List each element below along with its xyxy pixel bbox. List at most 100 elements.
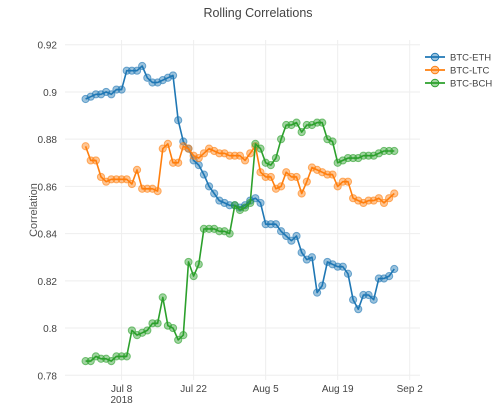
y-axis-label: Correlation [28, 183, 40, 237]
data-point [256, 198, 265, 208]
data-point [390, 189, 399, 198]
data-point [328, 137, 337, 146]
data-point [81, 142, 90, 151]
y-tick-label: 0.86 [38, 182, 58, 193]
data-point [158, 144, 167, 153]
data-point [153, 187, 162, 196]
data-point [117, 85, 126, 94]
data-point [240, 156, 250, 165]
data-point [276, 182, 286, 191]
data-point [230, 201, 239, 210]
data-point [240, 203, 250, 212]
data-point [297, 189, 306, 198]
data-point [374, 194, 383, 203]
data-point [184, 257, 193, 267]
series-btc-ltc [81, 139, 399, 208]
legend[interactable]: BTC-ETH BTC-LTC BTC-BCH [425, 53, 492, 90]
data-point [174, 158, 183, 167]
data-point [168, 323, 178, 333]
data-point [86, 357, 95, 366]
y-tick-label: 0.78 [38, 371, 58, 382]
y-tick-label: 0.9 [43, 88, 57, 99]
data-point [127, 179, 136, 189]
y-tick-label: 0.92 [38, 41, 58, 52]
data-point [91, 156, 100, 165]
data-point [266, 161, 275, 170]
data-point [122, 352, 131, 361]
data-point [210, 189, 219, 198]
gridlines [65, 40, 420, 380]
data-point [271, 153, 281, 163]
data-point [132, 66, 142, 75]
data-point [235, 151, 245, 160]
series-line-btc-bch [85, 121, 395, 362]
data-point [158, 293, 167, 302]
data-point [292, 231, 301, 241]
legend-item-btc-ltc[interactable]: BTC-LTC [425, 66, 490, 77]
chart-title: Rolling Correlations [203, 6, 312, 20]
data-point [282, 168, 291, 177]
data-point [256, 168, 265, 177]
series-layer [81, 61, 399, 366]
data-point [287, 236, 296, 245]
data-point [143, 73, 152, 82]
x-tick-label: Jul 22 [180, 384, 207, 395]
x-tick-label: Aug 5 [253, 384, 280, 395]
legend-swatch-marker [430, 52, 440, 62]
x-tick-label: Aug 19 [322, 384, 354, 395]
data-point [174, 116, 183, 125]
data-point [138, 61, 147, 71]
data-point [122, 175, 131, 184]
data-point [266, 172, 275, 182]
x-tick-sublabel: 2018 [110, 395, 133, 406]
data-point [385, 194, 394, 203]
data-point [297, 127, 306, 137]
series-line-btc-eth [85, 65, 395, 311]
data-point [107, 357, 116, 366]
series-btc-bch [81, 118, 399, 366]
data-point [184, 144, 193, 153]
data-point [390, 146, 399, 156]
data-point [199, 170, 209, 179]
data-point [189, 272, 198, 281]
data-point [271, 220, 281, 229]
data-point [297, 248, 306, 257]
legend-label: BTC-LTC [450, 66, 490, 77]
x-tick-label: Sep 2 [397, 384, 424, 395]
data-point [292, 172, 301, 182]
data-point [179, 331, 188, 340]
data-point [194, 161, 203, 170]
data-point [338, 262, 347, 271]
axes: Rolling Correlations Correlation 0.78 0.8… [28, 6, 423, 406]
legend-label: BTC-ETH [450, 53, 491, 64]
data-point [204, 182, 214, 191]
data-point [385, 272, 394, 281]
data-point [107, 90, 116, 99]
data-point [143, 326, 152, 335]
data-point [328, 170, 337, 179]
data-point [246, 198, 255, 208]
data-point [349, 295, 358, 304]
data-point [168, 71, 178, 80]
series-line-btc-ltc [84, 143, 395, 204]
data-point [132, 165, 142, 174]
data-point [174, 335, 183, 344]
legend-item-btc-eth[interactable]: BTC-ETH [425, 53, 491, 64]
data-point [251, 139, 260, 148]
data-point [318, 118, 327, 127]
data-point [369, 295, 378, 304]
legend-swatch-marker [430, 65, 440, 75]
data-point [256, 144, 265, 153]
data-point [199, 149, 209, 158]
data-point [379, 198, 389, 208]
x-tick-label: Jul 8 [111, 384, 133, 395]
data-point [343, 177, 353, 186]
data-point [251, 194, 260, 203]
data-point [194, 153, 203, 163]
data-point [246, 149, 255, 158]
legend-item-btc-bch[interactable]: BTC-BCH [425, 79, 492, 90]
legend-swatch-marker [430, 78, 440, 88]
y-tick-label: 0.8 [43, 324, 57, 335]
y-tick-label: 0.82 [38, 277, 58, 288]
